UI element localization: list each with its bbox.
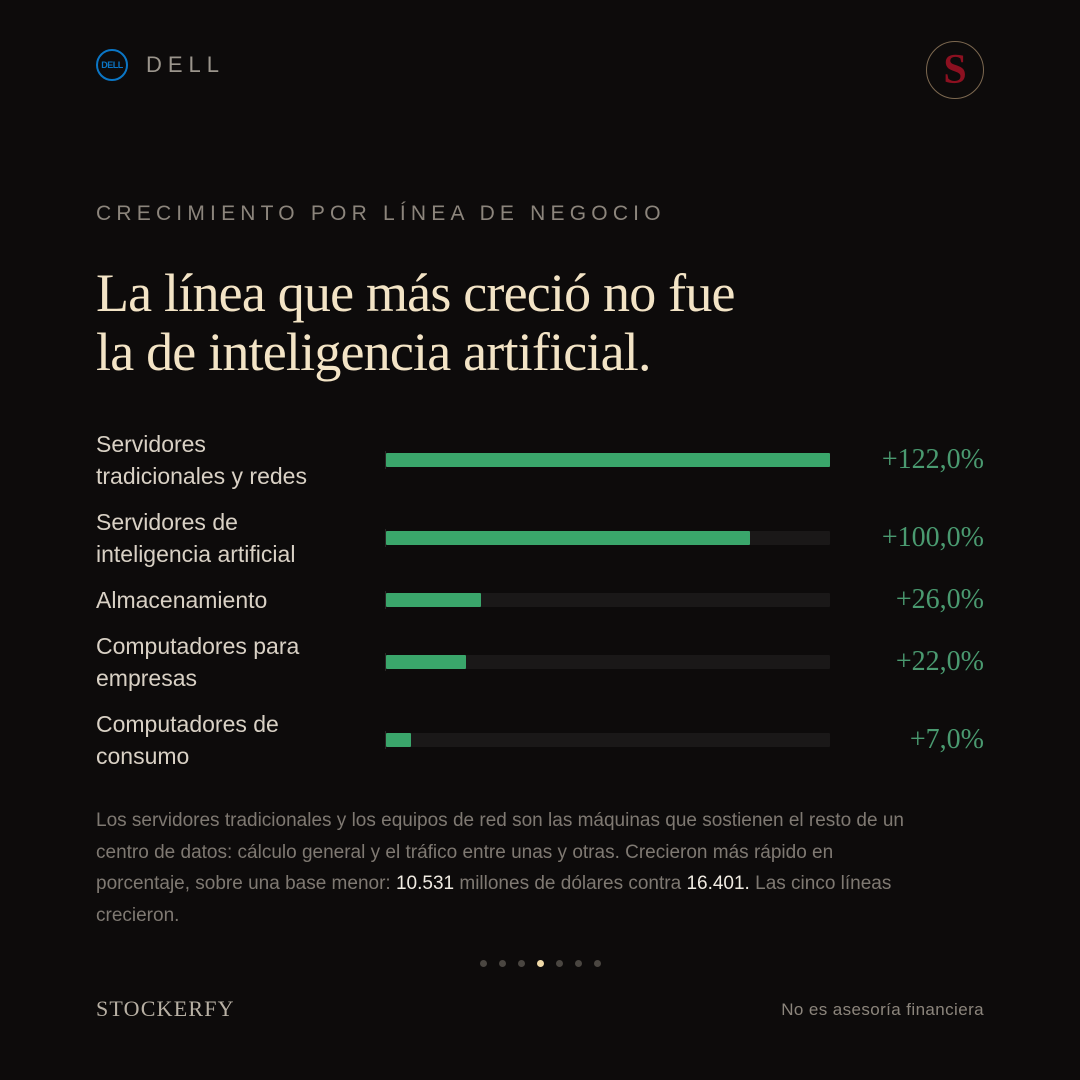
footer-brand: STOCKERFY [96,996,235,1021]
s-monogram-icon: S [943,50,966,90]
bar [386,531,750,545]
bar-row: Computadores de consumo +7,0% [96,708,984,772]
value-label: +100,0% [881,522,984,553]
note-text-1: Los servidores tradicionales y los equip… [96,810,904,894]
bar-track [386,655,830,669]
bar-track [386,453,830,467]
pagination-dot[interactable] [575,960,582,967]
note-text-3: Las cinco líneas crecieron. [96,873,892,926]
bar-row: Computadores para empresas +22,0% [96,630,984,694]
category-label-line: Servidores de [96,509,238,535]
category-label: Computadores para empresas [96,630,366,694]
value-label: +22,0% [895,646,984,677]
category-label-line: Almacenamiento [96,587,268,613]
title-line-2: la de inteligencia artificial. [96,322,652,382]
category-label: Servidores de inteligencia artificial [96,506,366,570]
value-label: +122,0% [881,444,984,475]
bar-track [386,531,830,545]
bar-baseline-tick [385,529,386,547]
pagination-dots [480,960,601,967]
bar [386,733,412,747]
bar-row: Servidores de inteligencia artificial +100… [96,506,984,570]
disclaimer: No es asesoría financiera [781,1000,984,1019]
pagination-dot[interactable] [556,960,563,967]
bar [386,655,467,669]
category-label-line: consumo [96,743,190,769]
value-label: +7,0% [909,724,984,755]
bar-track [386,733,830,747]
pagination-dot[interactable] [594,960,601,967]
pagination-dot[interactable] [499,960,506,967]
bar-baseline-tick [385,591,386,609]
note-text-2: millones de dólares contra [454,873,687,894]
category-label-line: Servidores [96,431,206,457]
bar [386,453,830,467]
svg-text:S: S [943,50,966,90]
title-line-1: La línea que más creció no fue [96,263,735,323]
bar [386,593,481,607]
category-label: Computadores de consumo [96,708,366,772]
category-label-line: inteligencia artificial [96,541,296,567]
bar-baseline-tick [385,653,386,671]
section-kicker: CRECIMIENTO POR LÍNEA DE NEGOCIO [96,202,666,225]
bar-row: Almacenamiento +26,0% [96,584,984,616]
category-label: Servidores tradicionales y redes [96,428,366,492]
note-highlight-1: 10.531 [395,873,455,894]
stockerfy-logo-icon: S [926,41,984,99]
category-label-line: empresas [96,665,197,691]
brand-header: DELL DELL [96,49,225,81]
note-highlight-2: 16.401. [686,873,750,894]
category-label-line: Computadores para [96,633,300,659]
bar-row: Servidores tradicionales y redes +122,0% [96,428,984,492]
pagination-dot[interactable] [480,960,487,967]
bar-baseline-tick [385,731,386,749]
brand-name: DELL [146,52,226,77]
value-label: +26,0% [895,584,984,615]
bar-baseline-tick [385,451,386,469]
category-label: Almacenamiento [96,584,366,616]
explanatory-note: Los servidores tradicionales y los equip… [96,805,906,931]
pagination-dot[interactable] [537,960,544,967]
pagination-dot[interactable] [518,960,525,967]
category-label-line: tradicionales y redes [96,463,307,489]
page-title: La línea que más creció no fue la de int… [96,264,996,382]
category-label-line: Computadores de [96,711,279,737]
dell-logo: DELL [96,49,128,81]
bar-track [386,593,830,607]
